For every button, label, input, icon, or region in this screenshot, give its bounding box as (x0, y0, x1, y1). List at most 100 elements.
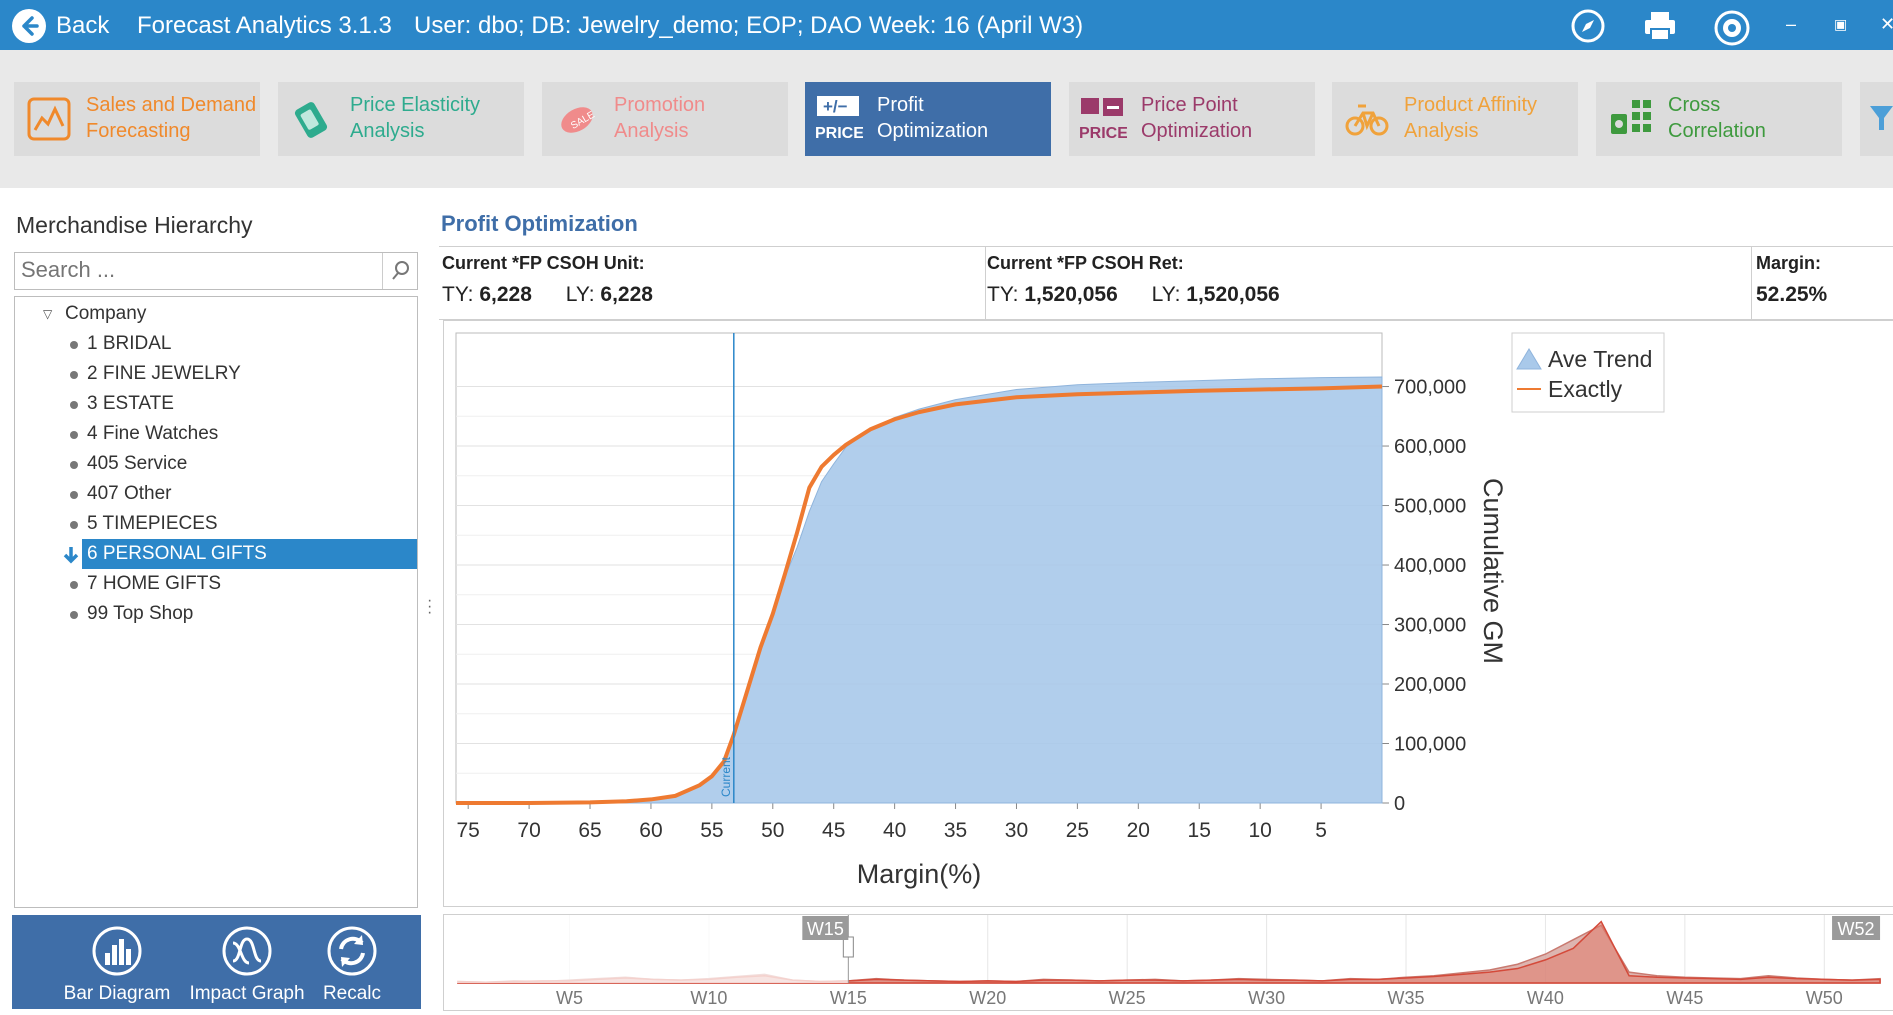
unit-values: TY: 6,228 LY: 6,228 (442, 283, 653, 307)
margin-header: Margin: (1756, 253, 1821, 273)
compass-icon[interactable] (1570, 8, 1606, 44)
module-price-elasticity[interactable]: Price Elasticity Analysis (278, 82, 524, 156)
restore-button[interactable]: ▣ (1834, 16, 1848, 32)
print-icon[interactable] (1642, 8, 1678, 44)
tree-item-label: 6 PERSONAL GIFTS (87, 543, 267, 564)
overview-week-label: W15 (830, 988, 867, 1008)
impact-graph-icon (222, 926, 272, 976)
sale-tag-icon: SALE (554, 96, 600, 142)
legend-label-exactly: Exactly (1548, 376, 1623, 402)
tree-item[interactable]: 7 HOME GIFTS (15, 569, 417, 599)
recalc-button[interactable]: Recalc (312, 925, 392, 1005)
tree-item[interactable]: 405 Service (15, 449, 417, 479)
price-tag-icon (290, 96, 336, 142)
ly-label: LY: (1151, 283, 1181, 306)
tree-item[interactable]: 3 ESTATE (15, 389, 417, 419)
module-product-affinity[interactable]: Product Affinity Analysis (1332, 82, 1578, 156)
price-text: PRICE (815, 125, 863, 142)
y-axis-title: Cumulative GM (1478, 478, 1508, 664)
tree-item[interactable]: 1 BRIDAL (15, 329, 417, 359)
bar-diagram-button[interactable]: Bar Diagram (62, 925, 172, 1005)
splitter-handle[interactable]: · · · (427, 592, 433, 621)
bullet-icon (70, 341, 78, 349)
ret-ly-value: 1,520,056 (1186, 283, 1280, 306)
tree-item-label: 3 ESTATE (87, 393, 174, 414)
module-label: Price Point Optimization (1141, 94, 1253, 142)
x-tick-label: 65 (578, 819, 601, 842)
range-end-label-bg (1832, 916, 1881, 940)
tree-item-label: 5 TIMEPIECES (87, 513, 218, 534)
collapse-triangle-icon[interactable]: ▽ (43, 307, 53, 321)
tree-item-label: Company (65, 303, 147, 324)
tree-item[interactable]: 99 Top Shop (15, 599, 417, 629)
settings-gear-icon[interactable] (1712, 8, 1750, 46)
x-tick-label: 10 (1248, 819, 1271, 842)
ty-label: TY: (442, 283, 474, 306)
minimize-button[interactable]: – (1786, 14, 1797, 34)
refresh-icon (327, 926, 377, 976)
selection-highlight (82, 539, 417, 569)
impact-graph-button[interactable]: Impact Graph (182, 925, 312, 1005)
week-range-overview[interactable]: W5 W10 W15 W20 W25 W30 W35 W40 W45 W50 W15 W52 (443, 914, 1893, 1011)
bullet-icon (70, 611, 78, 619)
overview-week-label: W20 (969, 988, 1006, 1008)
tree-item[interactable]: 407 Other (15, 479, 417, 509)
x-tick-label: 25 (1066, 819, 1089, 842)
price-plus-minus-icon: +/− PRICE (813, 92, 864, 146)
bar-chart-icon (92, 926, 142, 976)
ty-label: TY: (987, 283, 1019, 306)
ret-ty-value: 1,520,056 (1024, 283, 1118, 306)
module-label: Sales and Demand Forecasting (86, 94, 257, 142)
overview-week-label: W5 (556, 988, 583, 1008)
y-tick-label: 100,000 (1394, 734, 1466, 756)
back-button[interactable]: Back (56, 12, 110, 39)
price-point-icon: PRICE (1077, 92, 1128, 146)
module-cross-correlation[interactable]: Cross Correlation (1596, 82, 1842, 156)
module-more[interactable] (1860, 82, 1893, 156)
hierarchy-tree: ▽ Company 1 BRIDAL 2 FINE JEWELRY 3 ESTA… (14, 296, 418, 908)
back-arrow-icon[interactable] (12, 9, 46, 43)
sales-forecast-icon (26, 96, 72, 142)
overview-week-label: W50 (1806, 988, 1843, 1008)
price-text: PRICE (1079, 125, 1127, 142)
margin-value: 52.25% (1756, 283, 1828, 306)
profit-chart-svg: 0 100,000 200,000 300,000 400,000 500,000 600,… (455, 332, 1665, 889)
close-button[interactable]: ✕ (1880, 14, 1893, 34)
bullet-icon (70, 581, 78, 589)
x-tick-label: 75 (457, 819, 480, 842)
y-tick-label: 0 (1394, 793, 1405, 815)
bullet-icon (70, 431, 78, 439)
tree-item-label: 99 Top Shop (87, 603, 194, 624)
x-tick-label: 60 (639, 819, 662, 842)
hierarchy-search[interactable] (14, 252, 418, 290)
legend-label-ave-trend: Ave Trend (1548, 346, 1652, 372)
search-icon[interactable] (382, 253, 417, 289)
bicycle-icon (1344, 96, 1390, 142)
tree-item[interactable]: 4 Fine Watches (15, 419, 417, 449)
tree-item-label: 7 HOME GIFTS (87, 573, 222, 594)
app-title: Forecast Analytics 3.1.3 (137, 12, 392, 39)
search-input[interactable] (15, 253, 387, 287)
stats-bar: Current *FP CSOH Unit: TY: 6,228 LY: 6,2… (439, 246, 1893, 320)
ret-header: Current *FP CSOH Ret: (987, 253, 1184, 273)
x-tick-label: 40 (883, 819, 906, 842)
module-label: Product Affinity Analysis (1404, 94, 1538, 142)
tree-item-selected[interactable]: 6 PERSONAL GIFTS (15, 539, 417, 569)
tree-item-label: 1 BRIDAL (87, 333, 172, 354)
unit-header: Current *FP CSOH Unit: (442, 253, 645, 273)
tree-item-company[interactable]: ▽ Company (15, 299, 417, 329)
overview-unselected-shade (444, 915, 849, 983)
tree-item[interactable]: 5 TIMEPIECES (15, 509, 417, 539)
title-bar: Back Forecast Analytics 3.1.3 User: dbo;… (0, 0, 1893, 50)
x-tick-label: 5 (1315, 819, 1327, 842)
range-start-label: W15 (807, 919, 844, 939)
current-marker-label: Current (719, 756, 733, 797)
module-profit-optimization[interactable]: +/− PRICE Profit Optimization (805, 82, 1051, 156)
page-title: Profit Optimization (441, 211, 638, 236)
tree-item[interactable]: 2 FINE JEWELRY (15, 359, 417, 389)
module-sales-demand-forecasting[interactable]: Sales and Demand Forecasting (14, 82, 260, 156)
drill-down-arrow-icon[interactable] (63, 544, 79, 574)
module-promotion-analysis[interactable]: SALE Promotion Analysis (542, 82, 788, 156)
range-start-label-bg (802, 916, 849, 940)
module-price-point-optimization[interactable]: PRICE Price Point Optimization (1069, 82, 1315, 156)
